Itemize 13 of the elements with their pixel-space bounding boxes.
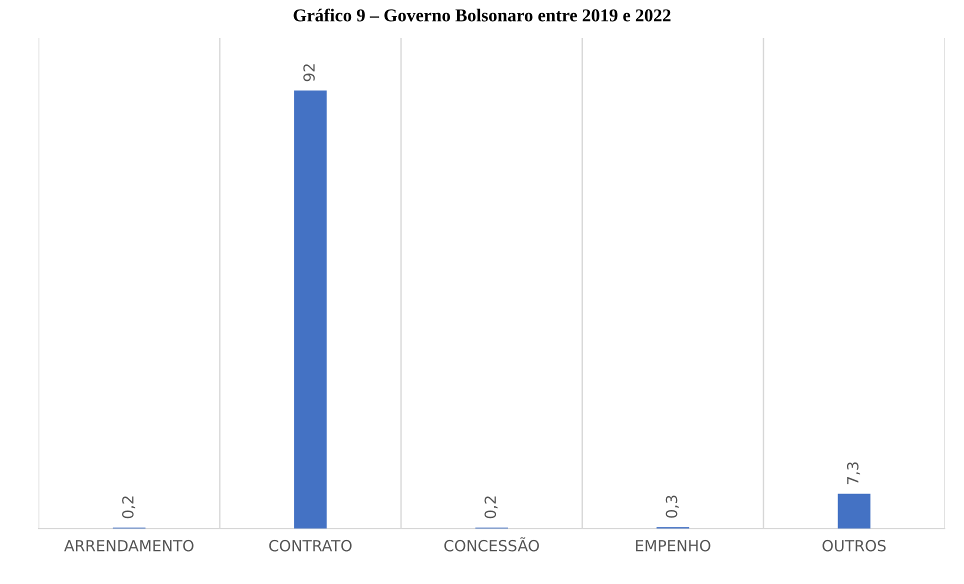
- x-tick-label: CONCESSÃO: [444, 537, 539, 552]
- x-tick-label: ARRENDAMENTO: [64, 540, 194, 552]
- x-tick-label: EMPENHO: [636, 540, 710, 552]
- data-label: 7,3: [846, 462, 860, 484]
- chart-title: Gráfico 9 – Governo Bolsonaro entre 2019 e 2022: [294, 8, 670, 22]
- bar: [838, 494, 870, 529]
- data-label: 0,2: [122, 496, 136, 518]
- x-tick-label: CONTRATO: [269, 540, 352, 552]
- bar: [294, 90, 327, 529]
- data-label: 92: [303, 64, 315, 82]
- data-label: 0,3: [666, 496, 679, 518]
- data-label: 0,2: [484, 496, 498, 518]
- x-tick-label: OUTROS: [822, 540, 886, 552]
